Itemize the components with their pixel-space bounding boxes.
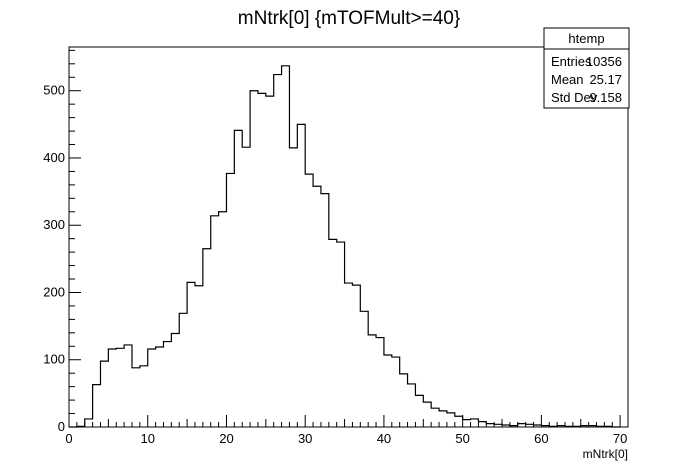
histogram-bin bbox=[463, 420, 471, 427]
histogram-bin bbox=[156, 347, 164, 427]
histogram-bin bbox=[124, 345, 132, 427]
histogram-bin bbox=[345, 283, 353, 427]
histogram-bin bbox=[234, 130, 242, 427]
x-axis: 0 10 20 30 40 50 60 70 bbox=[65, 415, 629, 446]
stats-box-frame bbox=[543, 27, 630, 109]
histogram-outline bbox=[69, 65, 621, 428]
x-tick-label: 0 bbox=[65, 431, 72, 446]
histogram-bin bbox=[408, 384, 416, 427]
chart-title: mNtrk[0] {mTOFMult>=40} bbox=[238, 8, 460, 29]
histogram-bin bbox=[226, 173, 234, 427]
histogram-bin bbox=[368, 335, 376, 427]
histogram-bin bbox=[360, 311, 368, 427]
histogram-bin bbox=[258, 93, 266, 427]
histogram-bin bbox=[171, 334, 179, 427]
histogram-bin bbox=[297, 124, 305, 427]
histogram-bin bbox=[179, 313, 187, 427]
histogram-bin bbox=[163, 342, 171, 427]
y-tick-label: 100 bbox=[43, 352, 65, 367]
x-tick-label: 20 bbox=[219, 431, 233, 446]
histogram-bin bbox=[455, 416, 463, 427]
histogram-bin bbox=[431, 408, 439, 427]
histogram-bin bbox=[274, 75, 282, 427]
histogram-bin bbox=[282, 66, 290, 427]
histogram-bin bbox=[187, 282, 195, 427]
histogram-bin bbox=[392, 357, 400, 427]
histogram-bin bbox=[471, 419, 479, 427]
x-axis-label: mNtrk[0] bbox=[583, 447, 628, 461]
histogram-bin bbox=[85, 419, 93, 427]
histogram-bin bbox=[100, 361, 108, 427]
histogram-bin bbox=[478, 422, 486, 427]
plot-frame bbox=[68, 46, 629, 428]
histogram-bin bbox=[266, 96, 274, 427]
y-axis: 0 100 200 300 400 500 bbox=[43, 49, 81, 434]
y-tick-label: 500 bbox=[43, 83, 65, 98]
y-tick-label: 200 bbox=[43, 284, 65, 299]
stats-entries-label: Entries bbox=[551, 54, 592, 69]
histogram-bin bbox=[321, 194, 329, 427]
stats-stddev-label: Std Dev bbox=[551, 90, 598, 105]
histogram-bin bbox=[93, 385, 101, 427]
histogram-bin bbox=[108, 349, 116, 427]
histogram-bin bbox=[289, 148, 297, 427]
y-tick-label: 400 bbox=[43, 150, 65, 165]
histogram-bin bbox=[423, 402, 431, 427]
y-tick-label: 300 bbox=[43, 217, 65, 232]
x-tick-label: 30 bbox=[298, 431, 312, 446]
stats-box: htemp Entries 10356 Mean 25.17 Std Dev 9… bbox=[543, 27, 630, 109]
histogram-bin bbox=[203, 249, 211, 427]
stats-box-title: htemp bbox=[568, 31, 604, 46]
histogram-bin bbox=[329, 239, 337, 427]
histogram-bin bbox=[148, 349, 156, 427]
histogram-bin bbox=[376, 338, 384, 427]
stats-mean-label: Mean bbox=[551, 72, 584, 87]
x-tick-label: 40 bbox=[377, 431, 391, 446]
histogram-bin bbox=[305, 174, 313, 427]
histogram-bin bbox=[447, 413, 455, 427]
histogram-bin bbox=[400, 374, 408, 427]
x-tick-label: 70 bbox=[613, 431, 627, 446]
x-tick-label: 60 bbox=[534, 431, 548, 446]
histogram-bin bbox=[352, 285, 360, 427]
x-tick-label: 10 bbox=[140, 431, 154, 446]
histogram-bin bbox=[313, 186, 321, 427]
histogram-bin bbox=[211, 216, 219, 427]
x-tick-label: 50 bbox=[455, 431, 469, 446]
histogram-bin bbox=[415, 395, 423, 427]
histogram-bin bbox=[439, 411, 447, 427]
histogram-bin bbox=[250, 91, 258, 427]
histogram-bin bbox=[116, 348, 124, 427]
histogram-bin bbox=[195, 286, 203, 427]
histogram-bin bbox=[337, 242, 345, 427]
stats-stddev-value: 9.158 bbox=[589, 90, 622, 105]
y-tick-label: 0 bbox=[58, 419, 65, 434]
stats-mean-value: 25.17 bbox=[589, 72, 622, 87]
stats-entries-value: 10356 bbox=[586, 54, 622, 69]
histogram-bin bbox=[140, 366, 148, 427]
histogram-bin bbox=[132, 368, 140, 427]
histogram-bin bbox=[219, 212, 227, 427]
histogram-bin bbox=[242, 147, 250, 427]
histogram-bin bbox=[384, 355, 392, 427]
